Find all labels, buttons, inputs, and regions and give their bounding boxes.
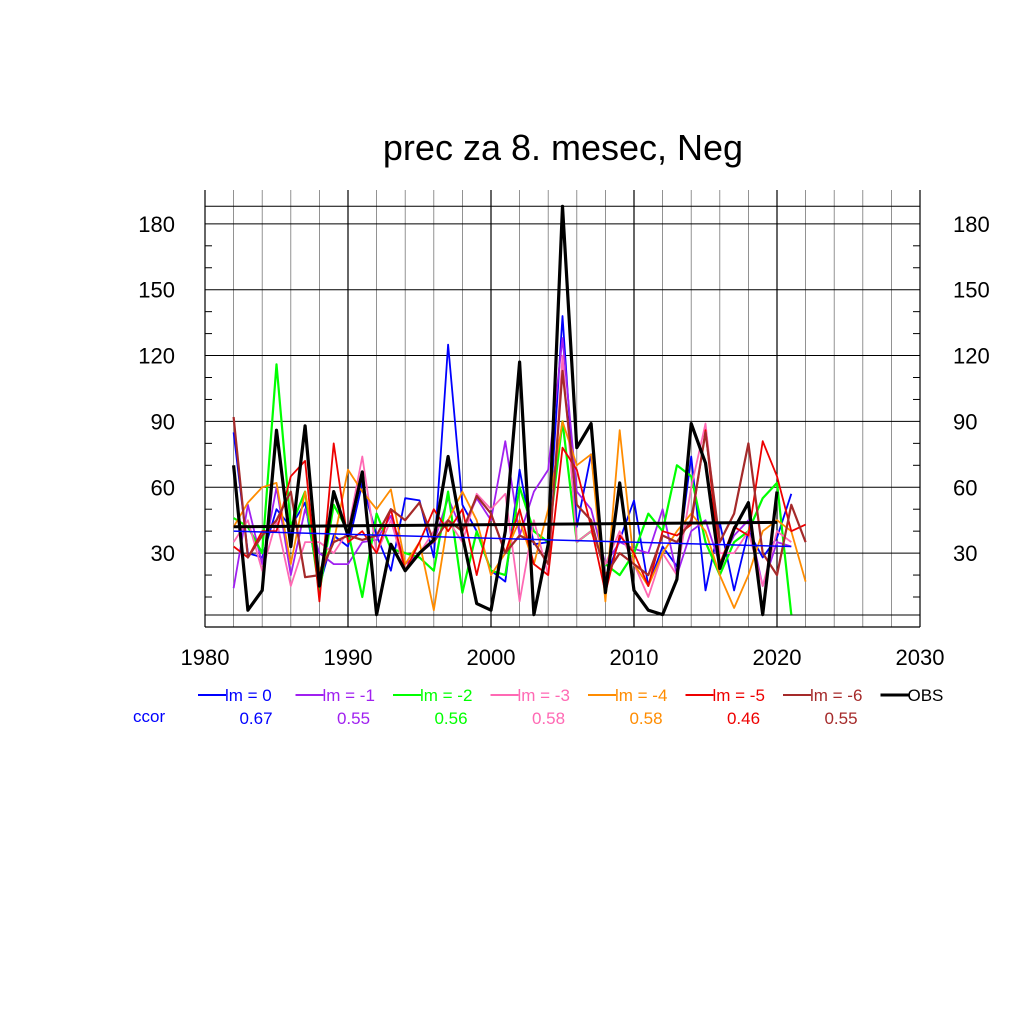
y-tick-label-left: 60 xyxy=(151,475,175,500)
y-tick-label-right: 180 xyxy=(953,212,990,237)
trend-line xyxy=(233,530,792,548)
legend-label: lm = -5 xyxy=(713,686,765,705)
tick-labels: 30 30 60 60 90 90 120 120 150 150 180 180 1980 1990 20… xyxy=(138,212,989,670)
ccor-label: ccor xyxy=(133,707,165,726)
legend-label: OBS xyxy=(908,686,944,705)
legend-label: lm = -6 xyxy=(810,686,862,705)
legend-ccor-value: 0.67 xyxy=(239,709,272,728)
legend-label: lm = -3 xyxy=(518,686,570,705)
legend: ccor lm = 0 0.67 lm = -1 0.55 lm = -2 0.56 lm … xyxy=(133,686,943,728)
y-tick-label-left: 30 xyxy=(151,541,175,566)
series-line xyxy=(232,204,779,617)
x-tick-label: 2030 xyxy=(896,645,945,670)
x-tick-label: 2020 xyxy=(753,645,802,670)
legend-ccor-value: 0.55 xyxy=(337,709,370,728)
y-tick-label-right: 90 xyxy=(953,409,977,434)
series-line xyxy=(232,369,807,579)
legend-ccor-value: 0.58 xyxy=(629,709,662,728)
grid xyxy=(205,190,920,627)
legend-label: lm = -4 xyxy=(615,686,667,705)
y-tick-label-left: 120 xyxy=(138,344,175,369)
x-tick-label: 2010 xyxy=(610,645,659,670)
y-tick-label-left: 150 xyxy=(138,278,175,303)
legend-ccor-value: 0.58 xyxy=(532,709,565,728)
y-tick-label-right: 60 xyxy=(953,475,977,500)
legend-ccor-value: 0.55 xyxy=(824,709,857,728)
legend-ccor-value: 0.46 xyxy=(727,709,760,728)
legend-label: lm = -2 xyxy=(420,686,472,705)
y-tick-label-left: 90 xyxy=(151,409,175,434)
legend-ccor-value: 0.56 xyxy=(434,709,467,728)
y-tick-label-right: 120 xyxy=(953,344,990,369)
chart-title: prec za 8. mesec, Neg xyxy=(383,127,743,168)
legend-label: lm = 0 xyxy=(225,686,272,705)
plot-frame xyxy=(204,190,921,628)
legend-label: lm = -1 xyxy=(323,686,375,705)
y-tick-label-right: 30 xyxy=(953,541,977,566)
trend-line xyxy=(233,520,778,529)
y-tick-label-left: 180 xyxy=(138,212,175,237)
series-group xyxy=(232,204,807,617)
y-tick-label-right: 150 xyxy=(953,278,990,303)
x-tick-label: 1990 xyxy=(324,645,373,670)
x-tick-label: 2000 xyxy=(467,645,516,670)
x-tick-label: 1980 xyxy=(181,645,230,670)
